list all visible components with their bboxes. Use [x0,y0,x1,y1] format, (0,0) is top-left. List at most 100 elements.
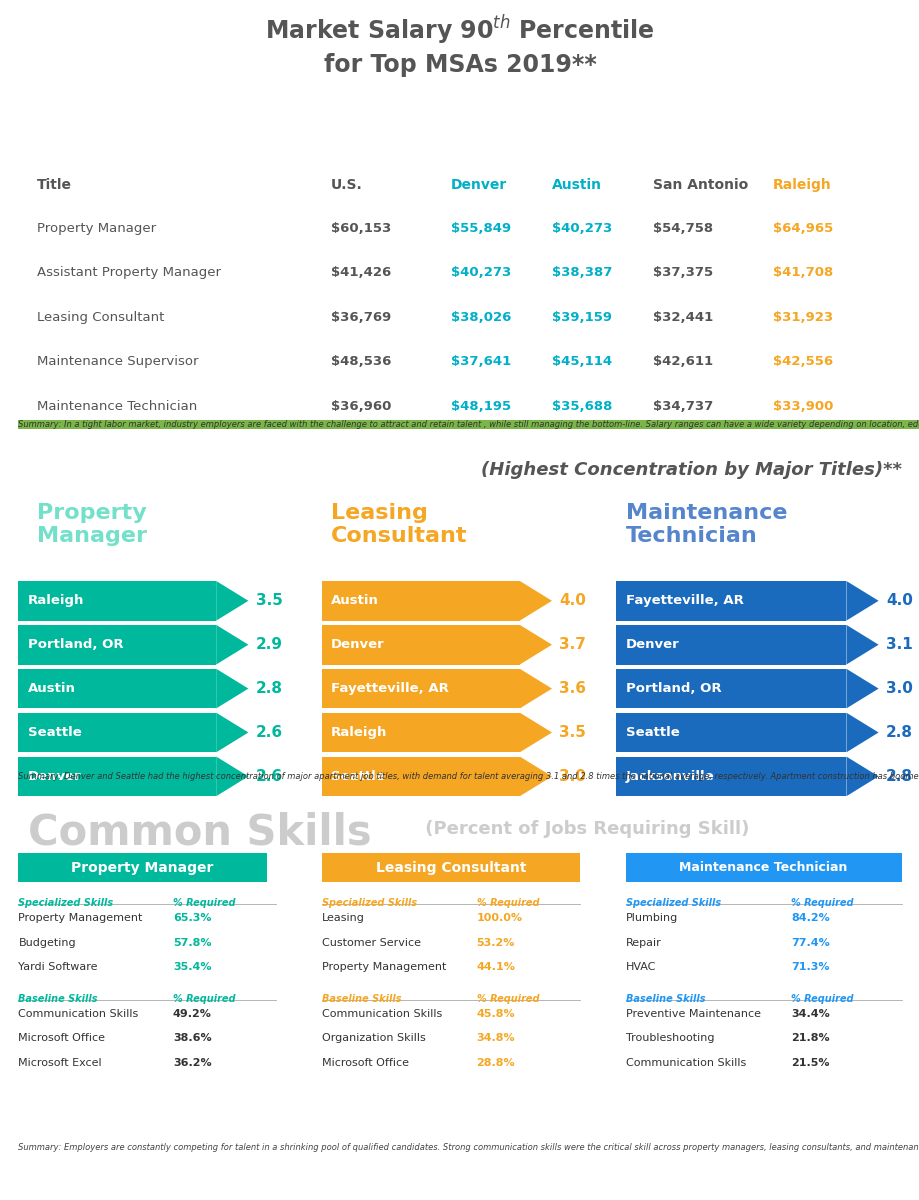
Text: 28.8%: 28.8% [476,1057,515,1068]
Text: 100.0%: 100.0% [476,913,522,923]
Text: Leasing
Consultant: Leasing Consultant [331,503,467,546]
Text: 57.8%: 57.8% [173,937,211,948]
Text: Maintenance Technician: Maintenance Technician [37,400,197,413]
Text: Property
Manager: Property Manager [37,503,147,546]
Text: Repair: Repair [625,937,661,948]
Text: % Required: % Required [476,898,539,907]
Polygon shape [845,581,878,620]
Text: 3.6: 3.6 [559,682,585,696]
Text: Raleigh: Raleigh [772,178,831,192]
Text: Budgeting: Budgeting [18,937,76,948]
FancyBboxPatch shape [18,581,216,620]
Text: Maintenance
Technician: Maintenance Technician [625,503,787,546]
Text: $36,960: $36,960 [331,400,391,413]
FancyBboxPatch shape [616,713,845,752]
Text: Yardi Software: Yardi Software [18,961,97,972]
Text: Austin: Austin [28,682,75,695]
Text: Jacksonville: Jacksonville [625,770,713,782]
Text: Raleigh: Raleigh [331,726,387,739]
Text: $37,641: $37,641 [450,355,510,368]
Text: Leasing: Leasing [322,913,365,923]
Text: Portland, OR: Portland, OR [625,682,720,695]
Text: $64,965: $64,965 [772,222,832,235]
Text: Communication Skills: Communication Skills [322,1009,442,1019]
Text: 38.6%: 38.6% [173,1033,211,1044]
Text: San Antonio: San Antonio [652,178,748,192]
Text: Specialized Skills: Specialized Skills [625,898,720,907]
Text: Leasing Consultant: Leasing Consultant [37,311,164,324]
Text: Baseline Skills: Baseline Skills [625,994,704,1003]
Text: Specialized Skills: Specialized Skills [322,898,416,907]
Polygon shape [216,756,248,797]
Text: 3.0: 3.0 [885,682,912,696]
Text: $31,923: $31,923 [772,311,832,324]
Text: Portland, OR: Portland, OR [28,638,123,652]
Text: Organization Skills: Organization Skills [322,1033,425,1044]
Polygon shape [519,713,551,752]
Text: 77.4%: 77.4% [790,937,829,948]
Text: $42,611: $42,611 [652,355,712,368]
FancyBboxPatch shape [616,581,845,620]
Text: 45.8%: 45.8% [476,1009,515,1019]
Text: Leasing Consultant: Leasing Consultant [375,860,526,875]
FancyBboxPatch shape [18,625,216,665]
Text: Austin: Austin [551,178,601,192]
Text: $48,536: $48,536 [331,355,391,368]
Text: $55,849: $55,849 [450,222,510,235]
Text: Raleigh: Raleigh [28,594,84,607]
Text: 35.4%: 35.4% [173,961,211,972]
Text: Property Management: Property Management [322,961,446,972]
Text: Denver: Denver [625,638,678,652]
Text: 44.1%: 44.1% [476,961,515,972]
Text: Microsoft Office: Microsoft Office [322,1057,409,1068]
Text: % Required: % Required [476,994,539,1003]
FancyBboxPatch shape [18,756,216,797]
Text: Summary: In a tight labor market, industry employers are faced with the challeng: Summary: In a tight labor market, indust… [18,420,919,428]
Text: Communication Skills: Communication Skills [625,1057,745,1068]
FancyBboxPatch shape [322,713,519,752]
Polygon shape [519,581,551,620]
Text: Denver: Denver [28,770,81,782]
Text: 2.6: 2.6 [255,725,282,740]
Text: Maintenance Technician: Maintenance Technician [678,862,847,874]
Text: 4.0: 4.0 [559,593,585,608]
Text: HVAC: HVAC [625,961,655,972]
Text: 71.3%: 71.3% [790,961,829,972]
Text: 2.9: 2.9 [255,637,282,653]
Text: Title: Title [37,178,72,192]
Polygon shape [845,625,878,665]
Text: $40,273: $40,273 [551,222,611,235]
Text: Summary: Employers are constantly competing for talent in a shrinking pool of qu: Summary: Employers are constantly compet… [18,1144,919,1152]
Text: $33,900: $33,900 [772,400,833,413]
Text: 2.6: 2.6 [255,769,282,784]
Text: 65.3%: 65.3% [173,913,211,923]
Text: Property Manager: Property Manager [37,222,155,235]
Polygon shape [845,668,878,708]
Text: $48,195: $48,195 [450,400,510,413]
Polygon shape [216,581,248,620]
Text: 84.2%: 84.2% [790,913,829,923]
Text: 36.2%: 36.2% [173,1057,211,1068]
Text: Troubleshooting: Troubleshooting [625,1033,713,1044]
Polygon shape [216,668,248,708]
Text: Communication Skills: Communication Skills [18,1009,139,1019]
Text: (Highest Concentration by Major Titles)**: (Highest Concentration by Major Titles)*… [481,461,901,479]
Text: 3.7: 3.7 [559,637,585,653]
Text: Austin: Austin [331,594,379,607]
Text: 34.4%: 34.4% [790,1009,829,1019]
Text: Property Management: Property Management [18,913,142,923]
Polygon shape [216,625,248,665]
Text: $36,769: $36,769 [331,311,391,324]
FancyBboxPatch shape [616,756,845,797]
Text: Microsoft Office: Microsoft Office [18,1033,106,1044]
FancyBboxPatch shape [322,625,519,665]
Text: $37,375: $37,375 [652,266,712,280]
Text: U.S.: U.S. [331,178,363,192]
Text: Fayetteville, AR: Fayetteville, AR [625,594,743,607]
FancyBboxPatch shape [322,853,579,882]
Text: $60,153: $60,153 [331,222,391,235]
FancyBboxPatch shape [322,668,519,708]
Text: $39,159: $39,159 [551,311,611,324]
Text: 2.8: 2.8 [885,769,912,784]
Text: 3.5: 3.5 [559,725,585,740]
